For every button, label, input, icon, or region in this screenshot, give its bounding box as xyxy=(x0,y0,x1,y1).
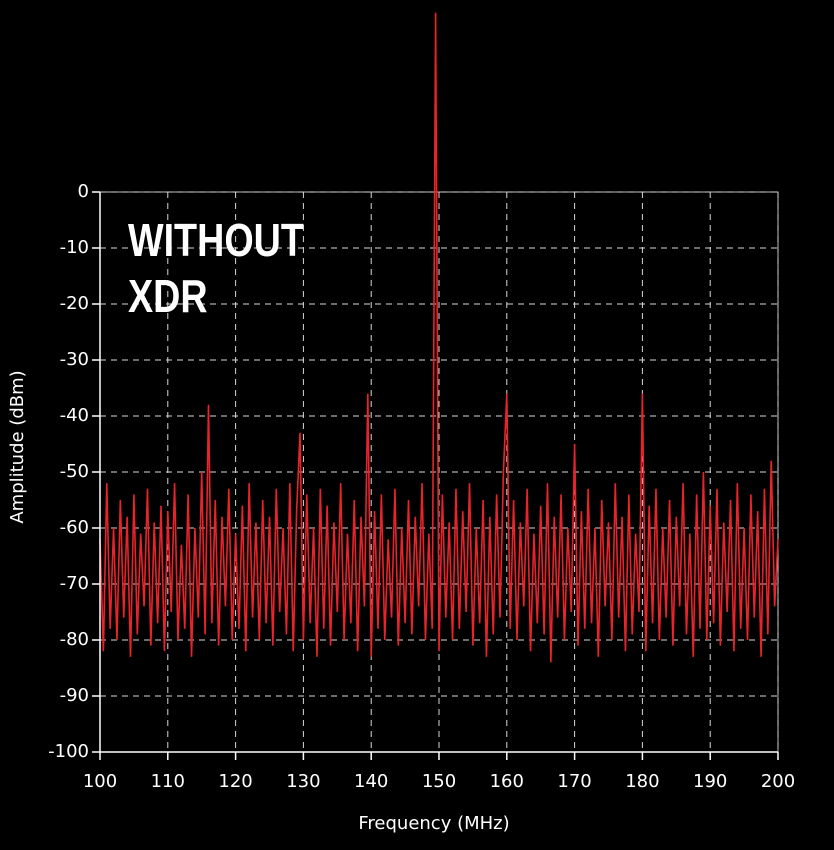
y-tick-label: -80 xyxy=(60,629,89,650)
x-tick-label: 110 xyxy=(151,771,185,792)
y-tick-label: -10 xyxy=(60,237,89,258)
y-tick-label: -50 xyxy=(60,461,89,482)
y-tick-label: -40 xyxy=(60,405,89,426)
x-tick-label: 170 xyxy=(557,771,591,792)
x-tick-label: 140 xyxy=(354,771,388,792)
x-tick-label: 200 xyxy=(761,771,795,792)
x-tick-label: 190 xyxy=(693,771,727,792)
annotation: WITHOUT xyxy=(128,215,304,266)
y-axis-label: Amplitude (dBm) xyxy=(7,370,28,523)
y-tick-label: -100 xyxy=(48,741,89,762)
x-tick-label: 100 xyxy=(83,771,117,792)
x-tick-label: 120 xyxy=(218,771,252,792)
annotation: XDR xyxy=(128,271,208,322)
spectrum-trace xyxy=(99,12,779,663)
x-tick-label: 150 xyxy=(422,771,456,792)
x-tick-label: 180 xyxy=(625,771,659,792)
x-tick-label: 160 xyxy=(490,771,524,792)
y-tick-label: -60 xyxy=(60,517,89,538)
y-tick-label: -90 xyxy=(60,685,89,706)
x-tick-label: 130 xyxy=(286,771,320,792)
x-axis-label: Frequency (MHz) xyxy=(358,813,509,834)
y-tick-label: -70 xyxy=(60,573,89,594)
y-tick-label: 0 xyxy=(78,181,89,202)
y-tick-label: -20 xyxy=(60,293,89,314)
y-tick-label: -30 xyxy=(60,349,89,370)
